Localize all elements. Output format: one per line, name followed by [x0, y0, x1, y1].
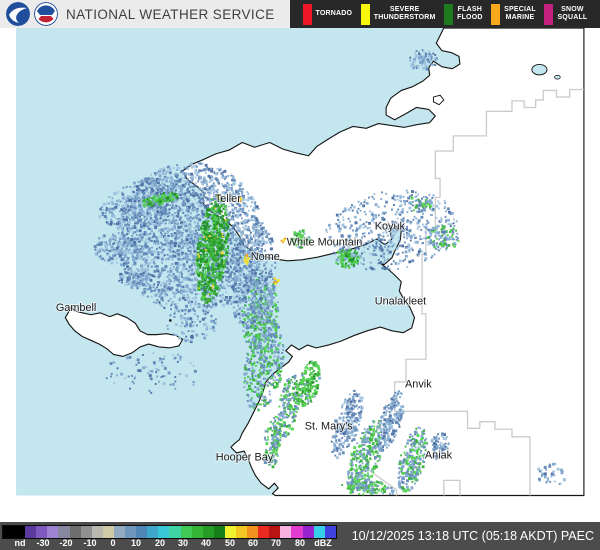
cbar-segment-20: [224, 526, 236, 538]
legend-item-special-marine: SPECIAL MARINE: [491, 3, 536, 25]
map-label-anvik: Anvik: [405, 379, 432, 391]
cbar-segment-16: [180, 526, 192, 538]
map-label-st-mary-s: St. Mary's: [305, 420, 354, 432]
map-label-teller: Teller: [215, 193, 241, 205]
cbar-tick-30: 30: [177, 538, 189, 548]
flash-flood-swatch: [444, 3, 454, 25]
cbar-tick-10: -10: [83, 538, 97, 548]
cbar-segment-9: [102, 526, 114, 538]
cbar-tick-80: 80: [294, 538, 306, 548]
cbar-segment-13: [147, 526, 159, 538]
cbar-tick-30: -30: [36, 538, 50, 548]
header-bar: NATIONAL WEATHER SERVICE TORNADO SEVERE TH…: [0, 0, 600, 28]
cbar-segment-6: [69, 526, 81, 538]
map-label-koyuk: Koyuk: [375, 221, 406, 233]
cbar-tick-70: 70: [270, 538, 282, 548]
warning-legend: TORNADO SEVERE THUNDERSTORM FLASH FLOOD SPECI…: [290, 0, 600, 28]
cbar-segment-0: [3, 526, 15, 538]
snow-squall-swatch: [544, 3, 554, 25]
cbar-tick-60: 60: [247, 538, 259, 548]
severe-thunderstorm-swatch: [360, 3, 370, 25]
page-title: NATIONAL WEATHER SERVICE: [66, 6, 275, 22]
cbar-segment-17: [191, 526, 203, 538]
cbar-segment-24: [269, 526, 281, 538]
cbar-segment-15: [169, 526, 181, 538]
snow-squall-label: SNOW SQUALL: [557, 5, 588, 21]
cbar-segment-21: [235, 526, 248, 538]
reflectivity-colorbar: [2, 525, 337, 539]
cbar-segment-7: [80, 526, 92, 538]
cbar-segment-2: [25, 526, 37, 538]
nws-logo: [34, 2, 58, 26]
cbar-tick-20: 20: [154, 538, 166, 548]
st-lawrence-island: [64, 306, 184, 357]
cbar-segment-19: [213, 526, 225, 538]
cbar-segment-1: [14, 526, 26, 538]
cbar-tick-40: 40: [200, 538, 212, 548]
cbar-tick-50: 50: [224, 538, 236, 548]
map-label-white-mountain: White Mountain: [287, 237, 363, 249]
legend-item-snow-squall: SNOW SQUALL: [544, 3, 588, 25]
cbar-segment-18: [202, 526, 214, 538]
noaa-logo: [6, 2, 30, 26]
legend-item-tornado: TORNADO: [302, 3, 353, 25]
tornado-swatch: [302, 3, 312, 25]
footer-bar: nd -30 -20 -10 0 10 20 30 40 50 60 70 80 dBZ 10/12/20…: [0, 522, 600, 550]
map-label-hooper-bay: Hooper Bay: [216, 451, 274, 463]
radar-map[interactable]: Teller Nome White Mountain Koyuk Gambell Unal…: [0, 27, 600, 522]
cbar-segment-26: [291, 526, 303, 538]
legend-item-flash-flood: FLASH FLOOD: [444, 3, 483, 25]
cbar-segment-12: [136, 526, 148, 538]
cbar-segment-29: [324, 526, 336, 538]
map-container: Teller Nome White Mountain Koyuk Gambell Unal…: [0, 27, 600, 522]
cbar-segment-4: [47, 526, 59, 538]
map-label-gambell: Gambell: [56, 302, 97, 314]
cbar-segment-11: [125, 526, 137, 538]
cbar-segment-22: [247, 526, 259, 538]
tornado-label: TORNADO: [315, 9, 353, 17]
small-island: [432, 94, 445, 106]
cbar-tick-10: 10: [130, 538, 142, 548]
islet-1: [169, 319, 172, 322]
cbar-tick-nd: nd: [14, 538, 26, 548]
cbar-tick-0: 0: [110, 538, 116, 548]
flash-flood-label: FLASH FLOOD: [457, 5, 483, 21]
lake-2: [554, 74, 561, 80]
severe-thunderstorm-label: SEVERE THUNDERSTORM: [373, 5, 436, 21]
timestamp: 10/12/2025 13:18 UTC (05:18 AKDT) PAEC: [351, 529, 594, 543]
cbar-segment-23: [258, 526, 270, 538]
cbar-tick-20: -20: [59, 538, 73, 548]
cbar-segment-14: [158, 526, 170, 538]
cbar-segment-28: [313, 526, 325, 538]
lake-1: [531, 63, 548, 76]
cbar-segment-10: [113, 526, 126, 538]
zone-boundaries: [363, 88, 584, 496]
special-marine-label: SPECIAL MARINE: [504, 5, 536, 21]
map-label-unalakleet: Unalakleet: [375, 295, 426, 307]
radar-echoes: [93, 49, 567, 496]
special-marine-swatch: [491, 3, 501, 25]
cbar-tick-dbz: dBZ: [314, 538, 332, 548]
city-labels: Teller Nome White Mountain Koyuk Gambell Unal…: [55, 192, 454, 464]
cbar-segment-3: [36, 526, 48, 538]
legend-item-severe-thunderstorm: SEVERE THUNDERSTORM: [360, 3, 436, 25]
cbar-segment-25: [280, 526, 292, 538]
map-label-nome: Nome: [251, 251, 280, 263]
cbar-segment-27: [302, 526, 314, 538]
cbar-segment-8: [91, 526, 103, 538]
map-label-aniak: Aniak: [425, 450, 453, 462]
cbar-segment-5: [58, 526, 70, 538]
logo-group: [6, 2, 58, 26]
